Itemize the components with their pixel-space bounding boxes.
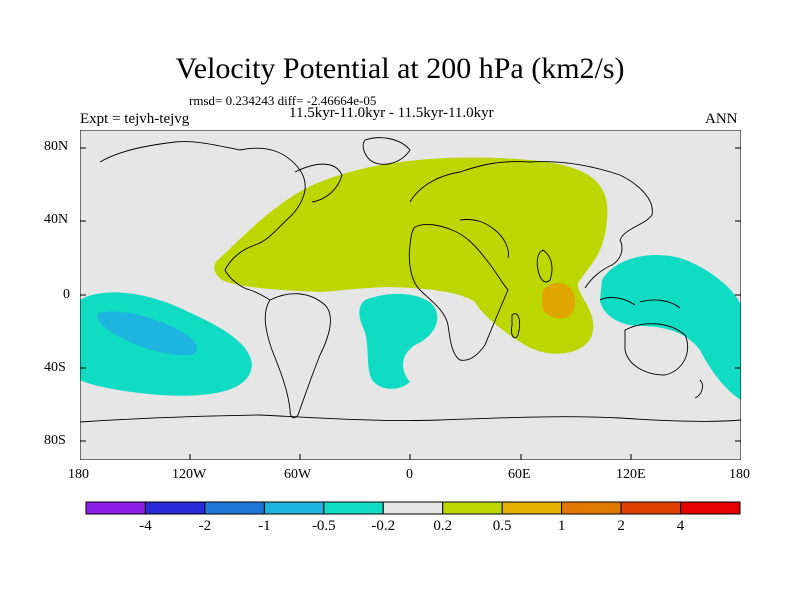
colorbar-label: -0.5 [311,518,336,534]
positive-anomaly-region [214,157,608,354]
experiment-label: Expt = tejvh-tejvg [80,111,190,127]
colorbar [85,501,741,515]
y-tick-label: 0 [63,287,70,302]
x-tick-label: 0 [406,467,413,482]
x-tick-label: 120E [616,467,646,482]
south-atlantic-negative-region [359,293,438,389]
y-tick-label: 40S [44,360,66,375]
map-panel [80,130,741,460]
coastlines [80,137,741,423]
colorbar-label: -1 [258,518,271,534]
colorbar-swatch [204,501,265,515]
colorbar-label: 0.5 [492,518,512,534]
colorbar-swatch [680,501,741,515]
west-pacific-negative-region [600,254,741,400]
x-tick-label: 180 [729,467,750,482]
colorbar-label: 0.2 [433,518,453,534]
x-tick-label: 120W [172,467,207,482]
colorbar-label: 2 [617,518,625,534]
colorbar-swatch [85,501,146,515]
plot-title: Velocity Potential at 200 hPa (km2/s) [175,52,625,85]
stats-line: rmsd= 0.234243 diff= -2.46664e-05 [189,93,377,108]
colorbar-label: -4 [139,518,152,534]
colorbar-swatch [442,501,503,515]
colorbar-swatch [263,501,325,515]
positive-maximum-region [542,282,576,319]
colorbar-swatch [561,501,622,515]
colorbar-swatch [620,501,682,515]
colorbar-label: -0.2 [371,518,396,534]
tick-marks [80,147,741,460]
y-tick-label: 40N [44,212,69,227]
y-tick-label: 80S [44,433,66,448]
x-tick-label: 60E [508,467,531,482]
colorbar-swatch [323,501,384,515]
colorbar-swatch [382,501,444,515]
season-label: ANN [705,111,738,127]
colorbar-swatch [501,501,563,515]
south-pacific-minimum-region [97,311,198,356]
colorbar-swatch [144,501,206,515]
colorbar-label: -2 [198,518,212,534]
plot-subtitle: 11.5kyr-11.0kyr - 11.5kyr-11.0kyr [289,105,494,121]
colorbar-label: 1 [557,518,566,534]
colorbar-label: 4 [676,518,685,534]
y-tick-label: 80N [44,139,69,154]
x-tick-label: 180 [68,467,89,482]
x-tick-label: 60W [284,467,312,482]
